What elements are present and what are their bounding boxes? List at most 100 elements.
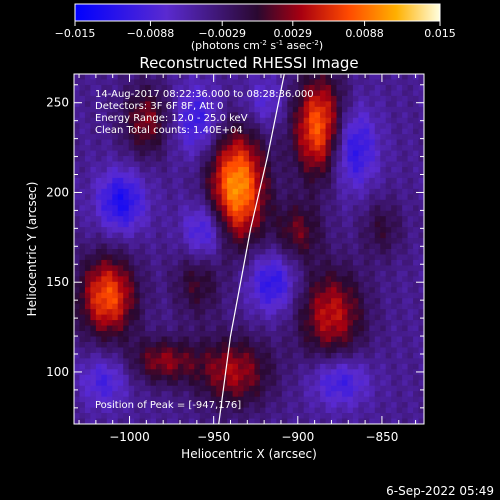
heatmap-cell (112, 238, 119, 244)
heatmap-cell (117, 90, 124, 97)
heatmap-cell (194, 396, 201, 403)
heatmap-cell (232, 380, 239, 387)
heatmap-cell (325, 150, 332, 157)
heatmap-cell (380, 380, 387, 387)
heatmap-cell (74, 112, 80, 119)
heatmap-cell (112, 385, 119, 392)
heatmap-cell (265, 156, 272, 162)
heatmap-cell (177, 156, 184, 162)
heatmap-cell (166, 227, 173, 233)
heatmap-cell (380, 407, 387, 414)
heatmap-cell (259, 84, 266, 91)
heatmap-cell (259, 298, 266, 305)
heatmap-cell (380, 276, 387, 283)
heatmap-cell (156, 331, 162, 337)
heatmap-cell (139, 270, 146, 277)
heatmap-cell (194, 177, 201, 184)
heatmap-cell (347, 281, 354, 288)
heatmap-cell (199, 396, 206, 403)
heatmap-cell (194, 145, 201, 151)
heatmap-cell (336, 363, 343, 370)
heatmap-cell (347, 402, 354, 408)
heatmap-cell (166, 188, 173, 195)
heatmap-cell (221, 161, 228, 168)
heatmap-cell (336, 199, 343, 206)
heatmap-cell (402, 221, 408, 228)
heatmap-cell (188, 74, 195, 80)
heatmap-cell (210, 238, 217, 244)
heatmap-cell (276, 254, 283, 261)
heatmap-cell (385, 363, 392, 370)
heatmap-cell (358, 254, 365, 261)
heatmap-cell (402, 309, 408, 316)
heatmap-cell (183, 194, 190, 201)
heatmap-cell (276, 276, 283, 283)
heatmap-cell (221, 363, 228, 370)
heatmap-cell (380, 265, 387, 272)
heatmap-cell (90, 298, 97, 305)
heatmap-cell (101, 276, 108, 283)
heatmap-cell (172, 298, 179, 305)
heatmap-cell (336, 358, 343, 365)
heatmap-cell (172, 156, 179, 162)
heatmap-cell (205, 238, 212, 244)
heatmap-cell (106, 183, 113, 190)
heatmap-cell (216, 298, 223, 305)
heatmap-cell (396, 177, 403, 184)
heatmap-cell (352, 106, 359, 113)
heatmap-cell (309, 84, 316, 91)
heatmap-cell (112, 79, 119, 86)
heatmap-cell (287, 314, 294, 321)
heatmap-cell (134, 123, 141, 130)
heatmap-cell (347, 270, 354, 277)
heatmap-cell (358, 259, 365, 266)
heatmap-cell (227, 309, 233, 316)
heatmap-cell (341, 183, 348, 190)
heatmap-cell (139, 243, 146, 250)
heatmap-cell (369, 134, 376, 141)
heatmap-cell (363, 84, 370, 91)
heatmap-cell (134, 95, 141, 102)
heatmap-cell (341, 112, 348, 119)
heatmap-cell (347, 188, 354, 195)
heatmap-cell (265, 352, 272, 359)
heatmap-cell (303, 117, 310, 124)
heatmap-cell (79, 161, 86, 168)
heatmap-cell (183, 150, 190, 157)
heatmap-cell (156, 205, 162, 212)
heatmap-cell (265, 199, 272, 206)
heatmap-cell (363, 216, 370, 223)
heatmap-cell (369, 259, 376, 266)
heatmap-cell (101, 363, 108, 370)
heatmap-cell (358, 156, 365, 162)
heatmap-cell (336, 325, 343, 332)
heatmap-cell (117, 117, 124, 124)
heatmap-cell (166, 254, 173, 261)
heatmap-cell (407, 418, 414, 424)
heatmap-cell (90, 84, 97, 91)
heatmap-cell (216, 369, 223, 376)
heatmap-cell (380, 292, 387, 299)
heatmap-cell (413, 166, 419, 173)
heatmap-cell (221, 325, 228, 332)
heatmap-cell (374, 303, 381, 310)
heatmap-cell (413, 145, 419, 151)
heatmap-cell (385, 369, 392, 376)
heatmap-cell (183, 265, 190, 272)
heatmap-cell (84, 166, 91, 173)
heatmap-cell (249, 134, 255, 141)
chart-title: Reconstructed RHESSI Image (139, 54, 358, 72)
heatmap-cell (183, 287, 190, 294)
heatmap-cell (331, 303, 337, 310)
heatmap-cell (380, 309, 387, 316)
heatmap-cell (172, 287, 179, 294)
heatmap-cell (331, 358, 337, 365)
heatmap-cell (188, 166, 195, 173)
heatmap-cell (402, 325, 408, 332)
heatmap-cell (347, 161, 354, 168)
heatmap-cell (385, 90, 392, 97)
heatmap-cell (199, 270, 206, 277)
heatmap-cell (270, 325, 277, 332)
heatmap-cell (396, 166, 403, 173)
heatmap-cell (314, 161, 321, 168)
